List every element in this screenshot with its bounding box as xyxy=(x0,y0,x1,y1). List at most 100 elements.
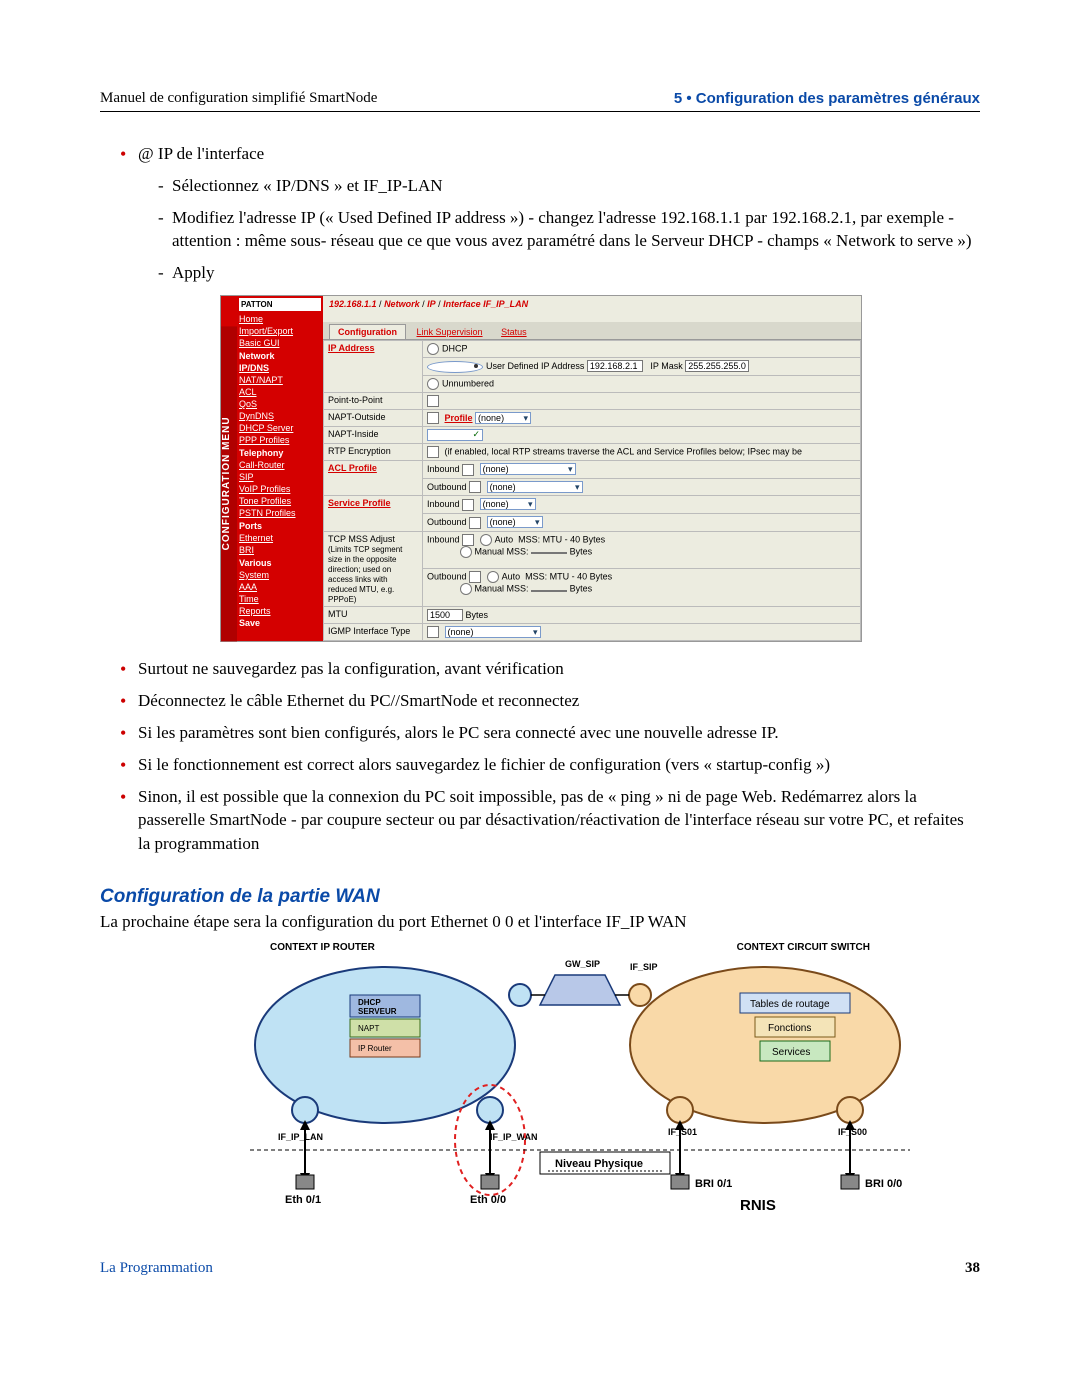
tab-status[interactable]: Status xyxy=(493,325,535,339)
acl-inbound-label: Inbound xyxy=(427,464,460,474)
side-reports[interactable]: Reports xyxy=(239,605,321,617)
crumb-interface: Interface xyxy=(443,299,481,309)
chk-rtp[interactable] xyxy=(427,446,439,458)
ctx-circuit-switch-label: CONTEXT CIRCUIT SWITCH xyxy=(737,942,870,953)
radio-dhcp-label: DHCP xyxy=(442,343,468,353)
svc-in-select[interactable]: (none) xyxy=(480,498,536,510)
radio-unnumbered[interactable] xyxy=(427,378,439,390)
chk-acl-in[interactable] xyxy=(462,464,474,476)
fonctions-box-label: Fonctions xyxy=(768,1023,811,1034)
radio-mss-out-auto[interactable] xyxy=(487,571,499,583)
section-wan-title: Configuration de la partie WAN xyxy=(100,886,980,908)
radio-dhcp[interactable] xyxy=(427,343,439,355)
radio-userdef[interactable] xyxy=(427,361,483,373)
bri01-label: BRI 0/1 xyxy=(695,1178,732,1190)
row-napt-in-label: NAPT-Inside xyxy=(324,427,423,444)
side-import-export[interactable]: Import/Export xyxy=(239,325,321,337)
mtu-input[interactable]: 1500 xyxy=(427,609,463,621)
side-ppp[interactable]: PPP Profiles xyxy=(239,434,321,446)
chk-mss-out[interactable] xyxy=(469,571,481,583)
side-basic-gui[interactable]: Basic GUI xyxy=(239,337,321,349)
mss-out-val[interactable] xyxy=(531,590,567,592)
page-header: Manuel de configuration simplifié SmartN… xyxy=(100,90,980,112)
svc-out-select[interactable]: (none) xyxy=(487,516,543,528)
side-cat-ports: Ports xyxy=(239,519,321,532)
mss-out-40: MSS: MTU - 40 Bytes xyxy=(525,572,612,582)
side-tone[interactable]: Tone Profiles xyxy=(239,495,321,507)
svc-inbound-label: Inbound xyxy=(427,499,460,509)
footer-left: La Programmation xyxy=(100,1260,213,1277)
bullet-params-ok: Si les paramètres sont bien configurés, … xyxy=(120,721,980,745)
side-voip[interactable]: VoIP Profiles xyxy=(239,483,321,495)
acl-out-select[interactable]: (none) xyxy=(487,481,583,493)
sub-modify-ip: Modifiez l'adresse IP (« Used Defined IP… xyxy=(158,206,980,254)
side-qos[interactable]: QoS xyxy=(239,398,321,410)
tab-configuration[interactable]: Configuration xyxy=(329,324,406,339)
side-callrouter[interactable]: Call-Router xyxy=(239,459,321,471)
niveau-physique-label: Niveau Physique xyxy=(555,1158,643,1170)
crumb-ip: 192.168.1.1 xyxy=(329,299,377,309)
header-left: Manuel de configuration simplifié SmartN… xyxy=(100,90,377,107)
side-sip[interactable]: SIP xyxy=(239,471,321,483)
side-cat-various: Various xyxy=(239,556,321,569)
radio-mss-out-manual[interactable] xyxy=(460,583,472,595)
chk-svc-in[interactable] xyxy=(462,499,474,511)
chk-p2p[interactable] xyxy=(427,395,439,407)
side-save[interactable]: Save xyxy=(239,617,321,629)
side-cat-network: Network xyxy=(239,349,321,362)
ipmask-label: IP Mask xyxy=(650,361,682,371)
chk-napt-out[interactable] xyxy=(427,412,439,424)
side-pstn[interactable]: PSTN Profiles xyxy=(239,507,321,519)
mss-out-auto-label: Auto xyxy=(502,572,521,582)
side-bri[interactable]: BRI xyxy=(239,544,321,556)
tcpmss-desc: (Limits TCP segment size in the opposite… xyxy=(328,545,402,604)
chk-svc-out[interactable] xyxy=(469,517,481,529)
side-acl[interactable]: ACL xyxy=(239,386,321,398)
side-time[interactable]: Time xyxy=(239,593,321,605)
chk-mss-in[interactable] xyxy=(462,534,474,546)
side-ipdns[interactable]: IP/DNS xyxy=(239,362,321,374)
if-ip-wan-label: IF_IP_WAN xyxy=(490,1132,538,1142)
config-table: IP Address DHCP User Defined IP Address … xyxy=(323,340,861,641)
svc-outbound-label: Outbound xyxy=(427,517,467,527)
radio-mss-in-manual[interactable] xyxy=(460,546,472,558)
side-dhcp[interactable]: DHCP Server xyxy=(239,422,321,434)
ip-mask-input[interactable]: 255.255.255.0 xyxy=(685,360,749,372)
chk-acl-out[interactable] xyxy=(469,481,481,493)
row-p2p-label: Point-to-Point xyxy=(324,392,423,409)
conn-eth01 xyxy=(296,1120,314,1189)
side-dyndns[interactable]: DynDNS xyxy=(239,410,321,422)
sub-list: Sélectionnez « IP/DNS » et IF_IP-LAN Mod… xyxy=(138,174,980,285)
profile-link[interactable]: Profile xyxy=(445,413,473,423)
config-screenshot: PATTON CONFIGURATION MENU Home Import/Ex… xyxy=(220,295,980,642)
mss-in-40: MSS: MTU - 40 Bytes xyxy=(518,534,605,544)
side-ethernet[interactable]: Ethernet xyxy=(239,532,321,544)
mss-in-val[interactable] xyxy=(531,552,567,554)
napt-out-profile-select[interactable]: (none) xyxy=(475,412,531,424)
mss-in-bytes: Bytes xyxy=(570,546,593,556)
mss-out-manual-label: Manual MSS: xyxy=(475,584,529,594)
tables-box-label: Tables de routage xyxy=(750,999,830,1010)
igmp-select[interactable]: (none) xyxy=(445,626,541,638)
row-rtp-label: RTP Encryption xyxy=(324,444,423,461)
radio-mss-in-auto[interactable] xyxy=(480,534,492,546)
side-natnapt[interactable]: NAT/NAPT xyxy=(239,374,321,386)
row-acl-profile-label: ACL Profile xyxy=(324,461,423,496)
mtu-bytes: Bytes xyxy=(466,610,489,620)
sub-apply: Apply xyxy=(158,261,980,285)
side-system[interactable]: System xyxy=(239,569,321,581)
chk-igmp[interactable] xyxy=(427,626,439,638)
conn-eth00 xyxy=(481,1120,499,1189)
side-home[interactable]: Home xyxy=(239,313,321,325)
tab-link-supervision[interactable]: Link Supervision xyxy=(409,325,491,339)
chk-napt-in[interactable] xyxy=(427,429,483,441)
bullet-no-save: Surtout ne sauvegardez pas la configurat… xyxy=(120,657,980,681)
acl-in-select[interactable]: (none) xyxy=(480,463,576,475)
radio-userdef-label: User Defined IP Address xyxy=(486,361,584,371)
ip-address-input[interactable]: 192.168.2.1 xyxy=(587,360,643,372)
mss-in-manual-label: Manual MSS: xyxy=(475,546,529,556)
if-ip-lan-label: IF_IP_LAN xyxy=(278,1132,323,1142)
side-aaa[interactable]: AAA xyxy=(239,581,321,593)
dhcp-box-label: DHCP xyxy=(358,998,381,1007)
bullet-text: @ IP de l'interface xyxy=(138,144,264,163)
